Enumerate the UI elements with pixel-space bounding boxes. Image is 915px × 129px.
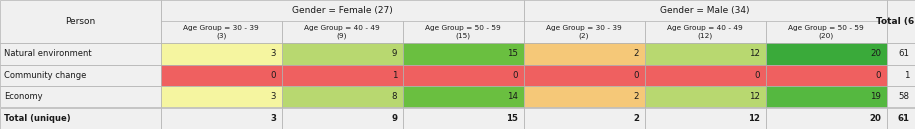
Bar	[403, 107, 523, 129]
Text: 0: 0	[512, 71, 518, 80]
Bar	[161, 64, 282, 86]
Text: 20: 20	[869, 114, 881, 123]
Bar	[523, 43, 644, 64]
Bar	[282, 86, 403, 107]
Bar	[523, 22, 644, 43]
Text: Total (unique): Total (unique)	[4, 114, 70, 123]
Bar	[766, 22, 887, 43]
Bar	[766, 86, 887, 107]
Bar	[644, 22, 766, 43]
Text: 3: 3	[271, 49, 276, 58]
Text: 2: 2	[633, 49, 639, 58]
Text: Age Group = 50 - 59
(20): Age Group = 50 - 59 (20)	[788, 26, 864, 39]
Bar	[0, 43, 161, 64]
Text: 9: 9	[392, 49, 397, 58]
Bar	[644, 43, 766, 64]
Text: 20: 20	[870, 49, 881, 58]
Text: Age Group = 50 - 59
(15): Age Group = 50 - 59 (15)	[425, 26, 501, 39]
Bar	[161, 107, 282, 129]
Text: 12: 12	[748, 114, 760, 123]
Bar	[161, 43, 282, 64]
Bar	[282, 43, 403, 64]
Bar	[644, 107, 766, 129]
Text: Natural environment: Natural environment	[4, 49, 92, 58]
Bar	[766, 107, 887, 129]
Text: Age Group = 30 - 39
(3): Age Group = 30 - 39 (3)	[183, 26, 259, 39]
Bar	[403, 64, 523, 86]
Text: 0: 0	[271, 71, 276, 80]
Bar	[0, 107, 161, 129]
Text: 61: 61	[898, 114, 910, 123]
Bar	[523, 0, 887, 22]
Text: Gender = Male (34): Gender = Male (34)	[661, 6, 749, 15]
Bar	[403, 86, 523, 107]
Text: Economy: Economy	[4, 92, 42, 101]
Text: 58: 58	[899, 92, 910, 101]
Bar	[282, 107, 403, 129]
Text: 0: 0	[876, 71, 881, 80]
Text: 1: 1	[392, 71, 397, 80]
Text: 2: 2	[633, 114, 639, 123]
Bar	[523, 64, 644, 86]
Text: 3: 3	[271, 92, 276, 101]
Bar	[282, 22, 403, 43]
Text: Age Group = 30 - 39
(2): Age Group = 30 - 39 (2)	[546, 26, 622, 39]
Bar	[887, 107, 915, 129]
Bar	[0, 0, 161, 43]
Text: Gender = Female (27): Gender = Female (27)	[292, 6, 393, 15]
Text: 12: 12	[749, 92, 760, 101]
Text: 19: 19	[870, 92, 881, 101]
Bar	[766, 64, 887, 86]
Text: Community change: Community change	[4, 71, 86, 80]
Text: 61: 61	[899, 49, 910, 58]
Bar	[403, 43, 523, 64]
Text: 15: 15	[506, 114, 518, 123]
Text: 0: 0	[755, 71, 760, 80]
Bar	[282, 64, 403, 86]
Text: 8: 8	[392, 92, 397, 101]
Text: 9: 9	[391, 114, 397, 123]
Text: Age Group = 40 - 49
(12): Age Group = 40 - 49 (12)	[667, 26, 743, 39]
Bar	[887, 0, 915, 43]
Bar	[523, 86, 644, 107]
Bar	[644, 86, 766, 107]
Bar	[887, 64, 915, 86]
Text: 3: 3	[270, 114, 276, 123]
Bar	[887, 86, 915, 107]
Text: Age Group = 40 - 49
(9): Age Group = 40 - 49 (9)	[304, 26, 380, 39]
Text: 14: 14	[507, 92, 518, 101]
Text: 15: 15	[507, 49, 518, 58]
Bar	[161, 86, 282, 107]
Bar	[644, 64, 766, 86]
Text: Person: Person	[65, 17, 95, 26]
Text: 12: 12	[749, 49, 760, 58]
Text: 0: 0	[633, 71, 639, 80]
Text: 1: 1	[904, 71, 910, 80]
Text: 2: 2	[633, 92, 639, 101]
Bar	[887, 43, 915, 64]
Bar	[161, 0, 523, 22]
Bar	[161, 22, 282, 43]
Bar	[766, 43, 887, 64]
Text: Total (61): Total (61)	[877, 17, 915, 26]
Bar	[0, 64, 161, 86]
Bar	[0, 86, 161, 107]
Bar	[403, 22, 523, 43]
Bar	[523, 107, 644, 129]
